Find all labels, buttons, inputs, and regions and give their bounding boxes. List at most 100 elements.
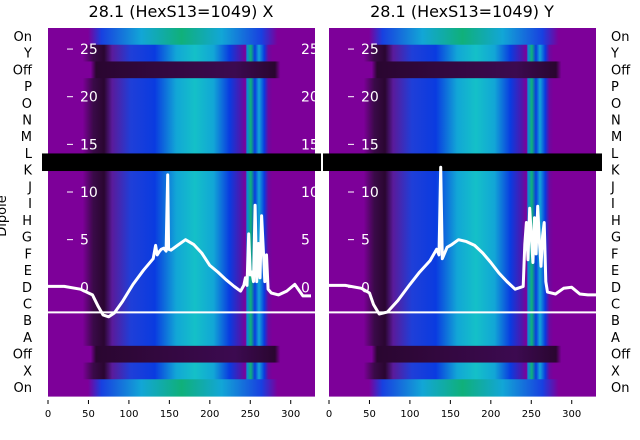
data-trace xyxy=(48,173,311,319)
heatmap-row xyxy=(48,28,315,46)
heatmap-row xyxy=(48,379,315,397)
dipole-label-right: On xyxy=(611,30,629,45)
dipole-label-right: J xyxy=(610,180,615,195)
heatmap-row xyxy=(329,262,596,280)
inner-y-tick-label: 15 xyxy=(80,137,98,153)
dipole-label-left: E xyxy=(24,264,32,279)
x-tick-label: 50 xyxy=(363,409,376,420)
heatmap-row xyxy=(329,128,596,146)
dipole-label-left: L xyxy=(25,147,33,162)
heatmap-row xyxy=(48,61,315,79)
dipole-label-right: D xyxy=(611,281,621,296)
data-trace xyxy=(329,165,596,316)
x-tick-label: 100 xyxy=(400,409,419,420)
dipole-label-left: X xyxy=(23,364,32,379)
dipole-label-left: M xyxy=(21,130,32,145)
dipole-label-left: N xyxy=(22,114,32,129)
dipole-label-left: J xyxy=(27,180,32,195)
x-tick-label: 150 xyxy=(441,409,460,420)
heatmap-row xyxy=(329,44,596,63)
dipole-label-right: G xyxy=(611,231,621,246)
dipole-label-left: Y xyxy=(23,47,32,62)
inner-y-tick-label-right: 10 xyxy=(301,185,319,201)
dipole-label-right: I xyxy=(611,197,615,212)
dipole-label-right: A xyxy=(611,331,620,346)
x-tick-label: 150 xyxy=(160,409,179,420)
inner-y-tick-label-right: 15 xyxy=(301,137,319,153)
heatmap-row xyxy=(329,278,596,297)
heatmap-row xyxy=(329,78,596,96)
dipole-label-right: C xyxy=(611,298,620,313)
heatmap-row xyxy=(48,362,315,380)
x-tick-label: 0 xyxy=(45,409,51,420)
heatmap-row xyxy=(329,295,596,313)
heatmap-row xyxy=(48,312,315,330)
dipole-label-left: G xyxy=(22,231,32,246)
dipole-label-left: F xyxy=(25,247,32,262)
dipole-label-right: X xyxy=(611,364,620,379)
x-tick-label: 0 xyxy=(326,409,332,420)
dipole-label-right: F xyxy=(611,247,618,262)
inner-y-tick-label-right: 25 xyxy=(301,42,319,58)
y-axis-label: Dipole xyxy=(0,195,10,236)
heatmap-row xyxy=(329,379,596,397)
dipole-label-left: K xyxy=(23,164,32,179)
x-tick-label: 300 xyxy=(281,409,300,420)
dipole-label-right: N xyxy=(611,114,621,129)
heatmap-row xyxy=(48,78,315,96)
dipole-label-left: On xyxy=(14,30,32,45)
dipole-label-left: On xyxy=(14,381,32,396)
dipole-label-left: Off xyxy=(13,348,33,363)
heatmap-row xyxy=(48,178,315,196)
dipole-label-left: B xyxy=(23,314,32,329)
dipole-label-right: B xyxy=(611,314,620,329)
inner-y-tick-label: 0 xyxy=(361,280,370,296)
inner-y-tick-label: 25 xyxy=(361,42,379,58)
dipole-label-right: Y xyxy=(610,47,619,62)
heatmap-row xyxy=(48,262,315,280)
chart-title-y: 28.1 (HexS13=1049) Y xyxy=(370,2,554,21)
dipole-label-left: C xyxy=(23,298,32,313)
black-band xyxy=(42,153,321,172)
dipole-label-left: D xyxy=(22,281,32,296)
heatmap-row xyxy=(48,195,315,213)
inner-y-tick-label-right: 20 xyxy=(301,90,319,106)
x-tick-label: 250 xyxy=(241,409,260,420)
heatmap-row xyxy=(329,329,596,347)
dipole-label-left: Off xyxy=(13,63,33,78)
heatmap-row xyxy=(329,312,596,330)
inner-y-tick-label: 5 xyxy=(80,233,89,249)
dipole-label-right: Off xyxy=(611,348,631,363)
inner-y-tick-label-right: 5 xyxy=(301,233,310,249)
black-band xyxy=(323,153,602,172)
dipole-label-right: O xyxy=(611,97,621,112)
inner-y-tick-label: 10 xyxy=(80,185,98,201)
heatmap-row xyxy=(48,329,315,347)
heatmap-row xyxy=(329,28,596,46)
x-tick-label: 100 xyxy=(119,409,138,420)
inner-y-tick-label: 20 xyxy=(80,90,98,106)
inner-y-tick-label: 25 xyxy=(80,42,98,58)
inner-y-tick-label-right: 0 xyxy=(301,280,310,296)
heatmap-row xyxy=(48,111,315,129)
heatmap-row xyxy=(329,178,596,196)
heatmap-row xyxy=(48,128,315,146)
x-tick-label: 200 xyxy=(481,409,500,420)
dipole-label-right: H xyxy=(611,214,621,229)
dipole-label-right: K xyxy=(611,164,620,179)
heatmap-row xyxy=(329,94,596,113)
x-tick-label: 250 xyxy=(522,409,541,420)
dipole-label-right: E xyxy=(611,264,619,279)
dipole-label-right: On xyxy=(611,381,629,396)
dipole-label-right: Off xyxy=(611,63,631,78)
heatmap-row xyxy=(48,94,315,113)
x-tick-label: 300 xyxy=(562,409,581,420)
dipole-label-right: L xyxy=(611,147,619,162)
dipole-label-left: O xyxy=(22,97,32,112)
heatmap-row xyxy=(48,295,315,313)
heatmap-row xyxy=(329,345,596,364)
chart-title-x: 28.1 (HexS13=1049) X xyxy=(89,2,274,21)
heatmap-row xyxy=(329,61,596,79)
